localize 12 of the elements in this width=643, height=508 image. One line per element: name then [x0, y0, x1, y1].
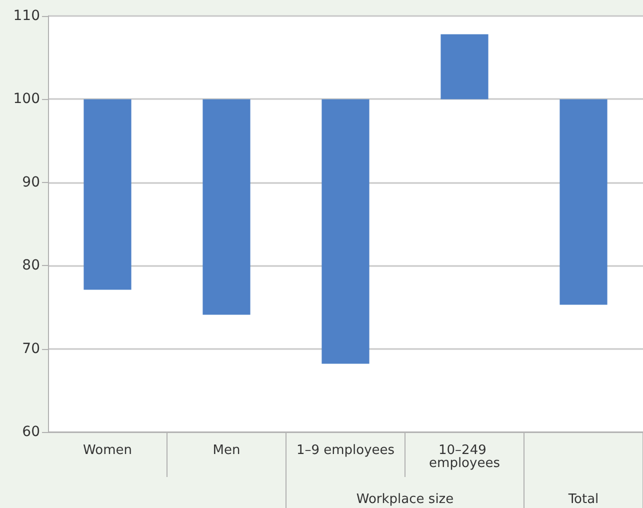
y-tick-label: 90 [22, 174, 40, 190]
text: Workplace size [356, 492, 454, 507]
x-tick-label: 10–249 employees [429, 443, 500, 471]
y-tick-label: 70 [22, 340, 40, 357]
y-tick-label: 100 [13, 91, 40, 108]
y-tick-label: 110 [13, 8, 40, 24]
x-tick-label: 1–9 employees [296, 443, 395, 458]
x-tick-label: Women [83, 443, 132, 458]
y-tick-label: 80 [22, 258, 40, 274]
text: Total [567, 492, 599, 507]
y-tick-label: 60 [22, 424, 40, 440]
x-tick-label: Men [212, 443, 240, 458]
